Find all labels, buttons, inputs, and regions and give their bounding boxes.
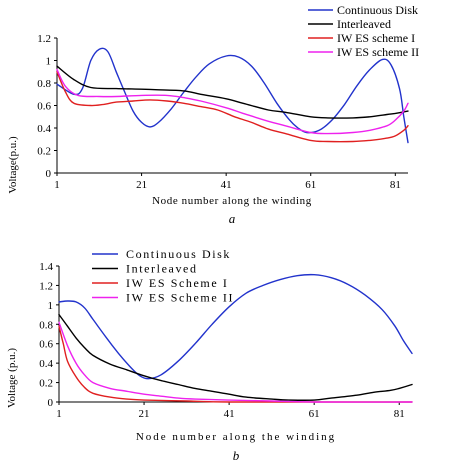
series-line-iw-es-scheme-ii <box>56 68 409 135</box>
x-tick-label: 41 <box>221 179 232 191</box>
y-tick-label: 1 <box>46 56 52 68</box>
x-tick-label: 81 <box>394 408 405 420</box>
y-tick-label: 1.4 <box>39 261 53 273</box>
y-tick-label: 1.2 <box>39 280 53 292</box>
x-tick-label: 61 <box>305 179 316 191</box>
panel-a-tick-labels: 0 0.2 0.4 0.6 0.8 1 1.2 1 21 41 61 81 <box>37 33 401 191</box>
legend-label-interleaved: Interleaved <box>337 17 391 31</box>
series-line-iw-es-scheme-i <box>58 325 413 403</box>
x-tick-label: 21 <box>139 408 150 420</box>
series-line-iw-es-scheme-i <box>56 71 409 143</box>
x-tick-label: 1 <box>54 179 60 191</box>
x-tick-label: 61 <box>309 408 320 420</box>
legend-label-continuous-disk: Continuous Disk <box>126 247 231 261</box>
x-tick-label: 21 <box>136 179 147 191</box>
series-line-iw-es-scheme-ii <box>58 321 413 403</box>
panel-b-axes <box>56 265 412 405</box>
y-tick-label: 0.4 <box>37 123 51 135</box>
y-tick-label: 0 <box>46 168 52 180</box>
legend-label-interleaved: Interleaved <box>126 262 198 276</box>
panel-a-axes <box>54 37 408 176</box>
legend-label-iw-es-scheme-ii: IW ES scheme II <box>337 45 419 59</box>
x-tick-label: 1 <box>56 408 62 420</box>
panel-b-xlabel: Node number along the winding <box>136 431 336 443</box>
x-tick-label: 41 <box>224 408 235 420</box>
panel-a-chart: 0 0.2 0.4 0.6 0.8 1 1.2 1 21 41 61 81 Voltage(p.u.)… <box>7 3 419 226</box>
series-line-interleaved <box>56 65 409 119</box>
legend-label-iw-es-scheme-i: IW ES Scheme I <box>126 276 229 290</box>
y-tick-label: 0.8 <box>37 78 51 90</box>
y-tick-label: 0.2 <box>37 146 51 158</box>
panel-a-ylabel: Voltage(p.u.) <box>7 136 19 194</box>
panel-b-label: b <box>233 448 240 463</box>
legend-label-iw-es-scheme-i: IW ES scheme I <box>337 31 415 45</box>
x-tick-label: 81 <box>390 179 401 191</box>
y-tick-label: 0.4 <box>39 358 53 370</box>
y-tick-label: 1.2 <box>37 33 51 45</box>
panel-a-label: a <box>229 211 236 226</box>
panel-a-xlabel: Node number along the winding <box>152 195 312 207</box>
panel-b-tick-labels: 0 0.2 0.4 0.6 0.8 1 1.2 1.4 1 21 41 61 81 <box>39 261 404 420</box>
y-tick-label: 0.2 <box>39 378 53 390</box>
panel-b-ylabel: Voltage (p.u.) <box>6 348 18 408</box>
panel-a-series <box>56 47 409 144</box>
panel-b-chart: 0 0.2 0.4 0.6 0.8 1 1.2 1.4 1 21 41 61 81 Voltage (p… <box>6 247 413 463</box>
series-line-interleaved <box>58 313 413 401</box>
legend-label-continuous-disk: Continuous Disk <box>337 3 418 17</box>
legend-label-iw-es-scheme-ii: IW ES Scheme II <box>126 291 234 305</box>
y-tick-label: 0 <box>48 397 54 409</box>
y-tick-label: 0.6 <box>39 339 53 351</box>
y-tick-label: 1 <box>48 300 54 312</box>
series-line-continuous-disk <box>56 47 409 144</box>
series-line-continuous-disk <box>58 273 413 380</box>
y-tick-label: 0.8 <box>39 319 53 331</box>
y-tick-label: 0.6 <box>37 101 51 113</box>
panel-b-series <box>58 273 413 403</box>
